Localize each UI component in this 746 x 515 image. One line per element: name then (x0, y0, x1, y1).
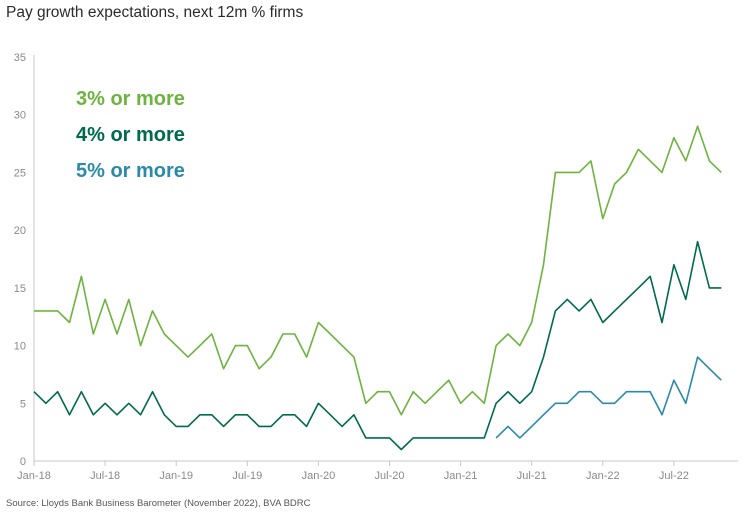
y-tick-label: 30 (14, 110, 26, 122)
legend: 3% or more 4% or more 5% or more (76, 88, 185, 182)
y-tick-label: 25 (14, 167, 26, 179)
series-lines (33, 125, 722, 451)
y-tick-label: 20 (14, 225, 26, 237)
x-tick-label: Jan-19 (159, 470, 193, 482)
y-tick-label: 0 (20, 456, 26, 468)
x-axis: Jan-18 Jul-18 Jan-19 Jul-19 Jan-20 Jul-20 Jan-… (17, 460, 738, 482)
legend-entry: 4% or more (76, 124, 185, 146)
x-tick-label: Jul-22 (659, 470, 689, 482)
x-tick-label: Jul-21 (517, 470, 547, 482)
legend-entry: 3% or more (76, 88, 185, 110)
y-tick-label: 5 (20, 398, 26, 410)
chart-title: Pay growth expectations, next 12m % firm… (6, 4, 304, 21)
x-tick-label: Jul-20 (375, 470, 405, 482)
x-tick-label: Jan-21 (444, 470, 478, 482)
source-note: Source: Lloyds Bank Business Barometer (… (6, 498, 311, 509)
y-tick-label: 35 (14, 52, 26, 64)
x-tick-label: Jul-18 (90, 470, 120, 482)
x-tick-label: Jan-20 (302, 470, 336, 482)
x-tick-label: Jul-19 (232, 470, 262, 482)
series-line-3pct-or-more (34, 125, 722, 416)
legend-entry: 5% or more (76, 160, 185, 182)
y-tick-label: 10 (14, 341, 26, 353)
series-line-4pct-or-more (33, 240, 722, 451)
y-tick-label: 15 (14, 283, 26, 295)
x-tick-label: Jan-18 (17, 470, 51, 482)
series-line-5pct-or-more (495, 356, 722, 439)
y-axis: 0 5 10 15 20 25 30 35 (14, 52, 35, 468)
x-tick-label: Jan-22 (586, 470, 620, 482)
